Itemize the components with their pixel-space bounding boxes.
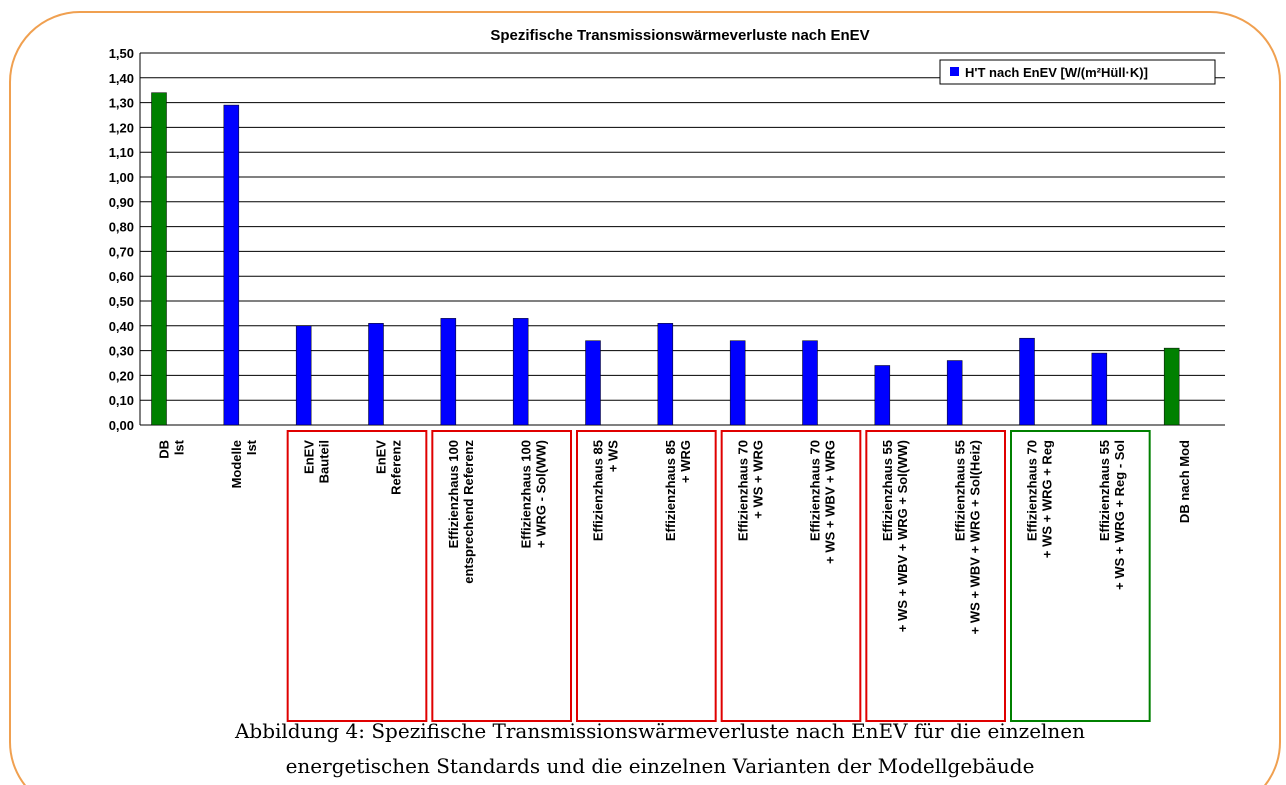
bar xyxy=(946,360,963,426)
x-tick-label: Effizienzhaus 70+ WS + WBV + WRG xyxy=(808,440,838,564)
group-box xyxy=(720,430,862,722)
group-box xyxy=(431,430,573,722)
y-tick-label: 0,40 xyxy=(109,319,134,334)
y-tick-label: 1,30 xyxy=(109,96,134,111)
x-tick-label: DBIst xyxy=(157,439,187,458)
y-tick-label: 1,00 xyxy=(109,170,134,185)
y-tick-label: 1,40 xyxy=(109,71,134,86)
x-tick-label: Effizienzhaus 100entsprechend Referenz xyxy=(446,440,476,584)
x-tick-label: Effizienzhaus 70+ WS + WRG + Reg xyxy=(1025,440,1055,558)
y-tick-label: 0,50 xyxy=(109,294,134,309)
y-tick-label: 0,60 xyxy=(109,269,134,284)
group-box xyxy=(286,430,428,722)
group-box xyxy=(576,430,717,722)
bar xyxy=(802,340,818,426)
x-tick-label: Effizienzhaus 85+ WS xyxy=(591,440,621,541)
x-tick-label: EnEVReferenz xyxy=(374,440,404,495)
bar xyxy=(729,340,746,426)
bar xyxy=(295,325,312,426)
bar xyxy=(585,340,601,426)
bar xyxy=(223,104,240,426)
bar xyxy=(1163,347,1180,426)
bar xyxy=(512,318,529,426)
frame xyxy=(9,11,1281,785)
y-tick-label: 0,90 xyxy=(109,195,134,210)
bar xyxy=(1019,337,1035,426)
x-tick-label: DB nach Mod xyxy=(1177,440,1192,523)
legend-label: H'T nach EnEV [W/(m²Hüll·K)] xyxy=(965,65,1148,80)
bar xyxy=(151,92,167,426)
y-tick-label: 0,80 xyxy=(109,220,134,235)
y-tick-label: 0,70 xyxy=(109,244,134,259)
x-tick-label: Effizienzhaus 55+ WS + WBV + WRG + Sol(H… xyxy=(952,440,982,634)
x-tick-label: Effizienzhaus 55+ WS + WRG + Reg - Sol xyxy=(1097,440,1127,590)
y-tick-label: 0,10 xyxy=(109,393,134,408)
group-box xyxy=(865,430,1006,722)
y-tick-label: 1,10 xyxy=(109,145,134,160)
bar xyxy=(368,323,384,426)
bar xyxy=(1091,352,1108,426)
x-tick-label: Effizienzhaus 85+ WRG xyxy=(663,440,693,541)
x-tick-label: Effizienzhaus 100+ WRG - Sol(WW) xyxy=(518,440,548,548)
group-box xyxy=(1010,430,1151,722)
y-tick-label: 0,20 xyxy=(109,368,134,383)
y-tick-label: 1,20 xyxy=(109,120,134,135)
x-tick-label: Effizienzhaus 55+ WS + WBV + WRG + Sol(W… xyxy=(880,440,910,632)
bar xyxy=(657,323,674,426)
x-tick-label: Effizienzhaus 70+ WS + WRG xyxy=(735,440,765,541)
y-tick-label: 0,30 xyxy=(109,344,134,359)
chart-title: Spezifische Transmissionswärmeverluste n… xyxy=(490,27,869,44)
x-tick-label: ModelleIst xyxy=(229,439,259,488)
bar xyxy=(874,365,891,426)
x-tick-label: EnEVBauteil xyxy=(301,440,331,484)
bar xyxy=(440,318,457,426)
y-tick-label: 1,50 xyxy=(109,46,134,61)
caption: Abbildung 4: Spezifische Transmissionswä… xyxy=(234,719,1085,743)
legend-box xyxy=(939,59,1216,85)
y-tick-label: 0,00 xyxy=(109,418,134,433)
caption: energetischen Standards und die einzelne… xyxy=(286,754,1035,778)
legend-swatch xyxy=(950,67,959,76)
